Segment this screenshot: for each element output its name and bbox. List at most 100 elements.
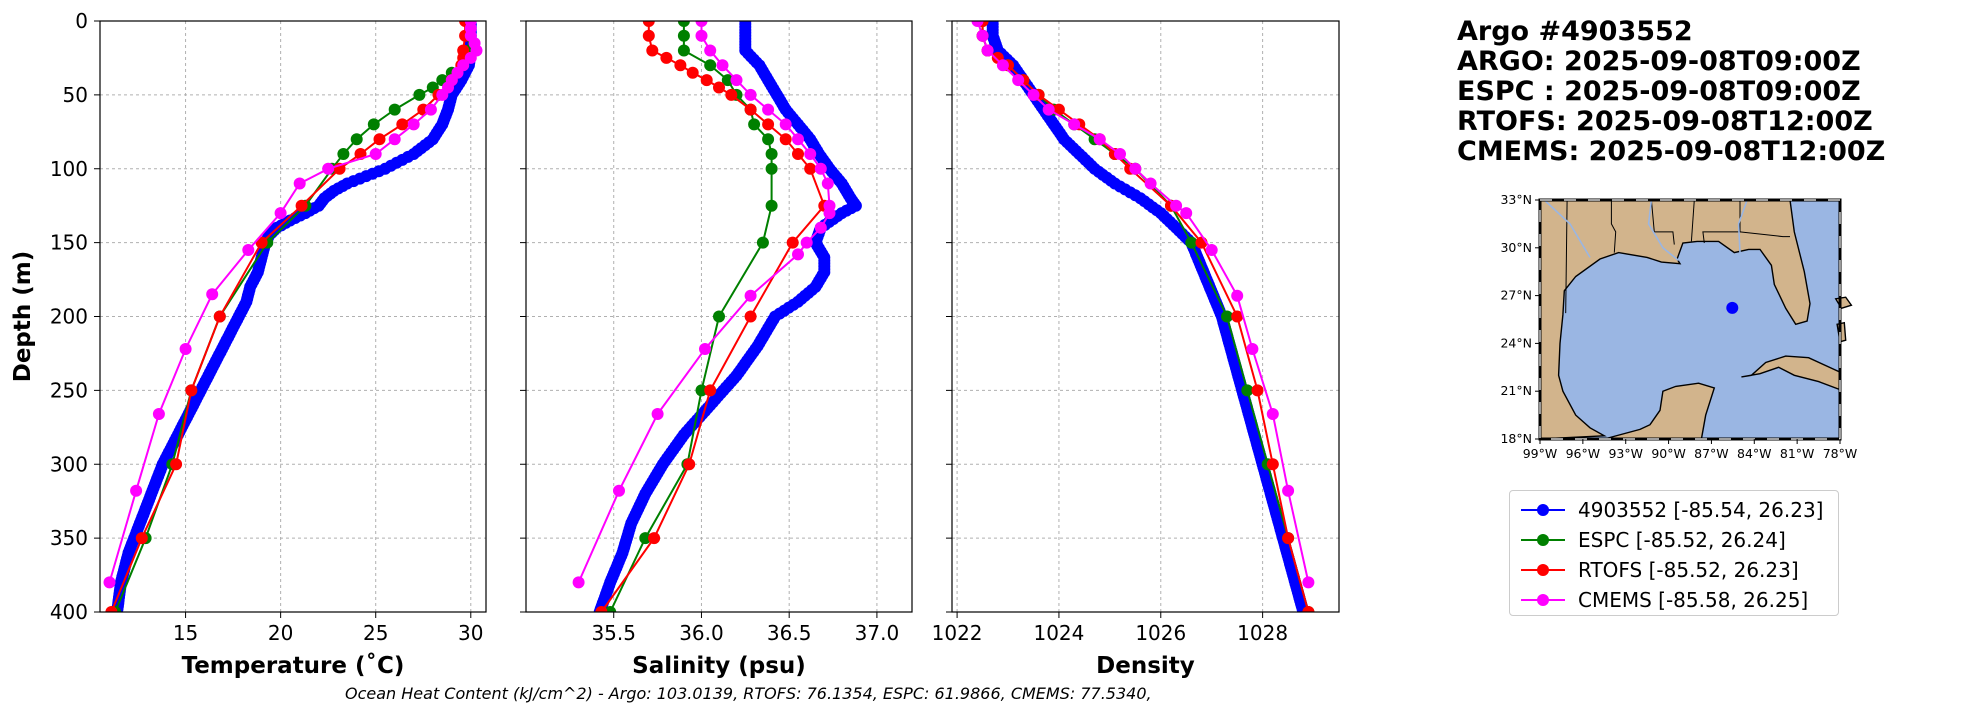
y-tick-label: 200 — [50, 305, 88, 329]
x-axis-label: Salinity (psu) — [632, 653, 806, 679]
map-lon-label: 84°W — [1737, 446, 1772, 461]
data-point — [704, 44, 717, 57]
legend-item-cmems: CMEMS [-85.58, 26.25] — [1520, 585, 1808, 615]
data-point — [595, 606, 608, 612]
data-point — [800, 236, 813, 249]
y-tick-label: 300 — [50, 452, 88, 476]
data-point — [388, 103, 401, 116]
data-point — [1302, 576, 1315, 589]
data-point — [369, 148, 382, 160]
series-cmems — [971, 21, 1315, 589]
data-point — [765, 162, 778, 175]
y-tick-label: 350 — [50, 526, 88, 550]
x-axis-label: Temperature (˚C) — [182, 652, 405, 679]
map-lon-label: 96°W — [1566, 446, 1601, 461]
x-tick-label: 30 — [458, 621, 483, 645]
state-border — [1739, 231, 1790, 238]
data-point — [677, 44, 690, 57]
data-point — [1093, 133, 1106, 146]
data-point — [744, 88, 757, 101]
data-point — [170, 458, 183, 471]
data-point — [373, 133, 386, 146]
data-point — [683, 458, 696, 471]
data-point — [105, 606, 118, 612]
data-point — [179, 343, 192, 355]
data-point — [996, 59, 1009, 72]
data-point — [744, 103, 757, 116]
data-point — [1282, 532, 1295, 545]
x-tick-label: 20 — [268, 621, 293, 645]
data-point — [674, 59, 687, 72]
data-point — [1144, 177, 1157, 190]
data-point — [786, 236, 799, 249]
map-lat-label: 21°N — [1500, 383, 1532, 398]
data-point — [1012, 74, 1025, 87]
data-point — [695, 21, 708, 27]
legend-item-rtofs: RTOFS [-85.52, 26.23] — [1520, 555, 1799, 585]
x-tick-label: 1028 — [1237, 621, 1288, 645]
data-point — [804, 162, 817, 175]
data-point — [1129, 162, 1142, 175]
y-tick-label: 100 — [50, 157, 88, 181]
state-border — [1565, 199, 1568, 314]
series-group — [572, 21, 862, 612]
data-point — [744, 289, 757, 302]
data-point — [613, 484, 625, 497]
legend-label: RTOFS [-85.52, 26.23] — [1578, 558, 1799, 582]
series-group — [103, 21, 483, 612]
data-point — [699, 343, 711, 355]
espc-time: ESPC : 2025-09-08T09:00Z — [1457, 76, 1861, 107]
panel-temperature: 15 20 25 30050100150200250300350400Temperat… — [10, 9, 487, 679]
data-point — [677, 21, 690, 27]
data-point — [804, 148, 817, 160]
y-tick-label: 250 — [50, 378, 88, 402]
state-border — [1702, 200, 1741, 244]
data-point — [814, 162, 827, 175]
data-point — [1241, 384, 1254, 397]
x-tick-label: 36.0 — [679, 621, 724, 645]
data-point — [762, 118, 775, 131]
data-point — [407, 118, 420, 131]
cmems-time: CMEMS: 2025-09-08T12:00Z — [1457, 136, 1886, 167]
data-point — [1246, 343, 1259, 355]
data-point — [721, 74, 734, 87]
data-point — [779, 118, 792, 131]
data-point — [814, 221, 827, 234]
argo-time: ARGO: 2025-09-08T09:00Z — [1457, 46, 1861, 77]
series-line — [577, 21, 831, 583]
map-lat-label: 33°N — [1500, 192, 1532, 207]
data-point — [792, 148, 804, 160]
data-point — [464, 51, 477, 64]
data-point — [695, 29, 708, 42]
data-point — [1302, 606, 1315, 612]
legend-item-espc: ESPC [-85.52, 26.24] — [1520, 525, 1786, 555]
data-point — [213, 310, 226, 323]
data-point — [350, 133, 363, 146]
float-title: Argo #4903552 — [1457, 16, 1693, 47]
y-tick-label: 150 — [50, 231, 88, 255]
data-point — [981, 44, 994, 57]
state-border — [1690, 199, 1695, 242]
state-border — [1610, 200, 1617, 253]
data-point — [572, 576, 585, 589]
y-tick-label: 400 — [50, 600, 88, 624]
data-point — [1052, 103, 1065, 116]
data-point — [765, 199, 778, 212]
legend-item-argo: 4903552 [-85.54, 26.23] — [1520, 495, 1823, 525]
map-lon-label: 87°W — [1694, 446, 1729, 461]
data-point — [725, 88, 738, 101]
data-point — [730, 74, 743, 87]
map-lat-label: 18°N — [1500, 431, 1532, 446]
river — [1647, 199, 1680, 262]
data-point — [748, 118, 761, 131]
panel-density: 1022 1024 1026 1028 Density — [932, 20, 1340, 679]
x-tick-label: 25 — [363, 621, 388, 645]
panel-salinity: 35.5 36.0 36.5 37.0 Salinity (psu) — [520, 20, 913, 679]
map-lon-label: 90°W — [1651, 446, 1686, 461]
land-yucatan — [1604, 382, 1716, 440]
legend-label: 4903552 [-85.54, 26.23] — [1578, 498, 1824, 522]
series-group — [971, 21, 1315, 612]
data-point — [700, 74, 713, 87]
y-tick-label: 0 — [75, 9, 88, 33]
ohc-caption: Ocean Heat Content (kJ/cm^2) - Argo: 103… — [345, 684, 1152, 703]
